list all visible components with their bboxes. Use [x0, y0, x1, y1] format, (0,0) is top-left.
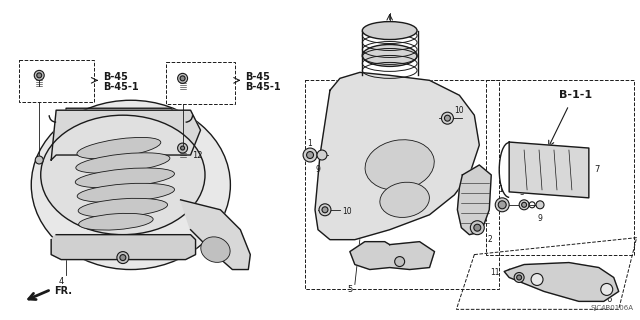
- Text: 8: 8: [396, 31, 401, 40]
- Text: 7: 7: [594, 165, 599, 174]
- Circle shape: [519, 200, 529, 210]
- Circle shape: [319, 204, 331, 216]
- Text: B-45-1: B-45-1: [103, 82, 139, 92]
- Ellipse shape: [362, 22, 417, 40]
- Text: B-45: B-45: [103, 72, 128, 82]
- Circle shape: [514, 273, 524, 283]
- Circle shape: [303, 148, 317, 162]
- Polygon shape: [458, 165, 492, 235]
- Text: 1: 1: [308, 139, 312, 148]
- Text: 9: 9: [316, 165, 321, 174]
- Ellipse shape: [77, 137, 161, 159]
- Text: 5: 5: [348, 285, 353, 294]
- Ellipse shape: [380, 182, 429, 217]
- Polygon shape: [509, 142, 589, 198]
- Text: 12: 12: [193, 150, 203, 160]
- Circle shape: [470, 221, 484, 235]
- Circle shape: [180, 76, 185, 81]
- Polygon shape: [504, 262, 619, 301]
- Circle shape: [322, 207, 328, 213]
- Circle shape: [36, 73, 42, 78]
- Ellipse shape: [78, 198, 168, 217]
- Circle shape: [307, 152, 314, 158]
- Circle shape: [531, 274, 543, 285]
- Circle shape: [522, 202, 527, 207]
- Text: B-45: B-45: [245, 72, 270, 82]
- Text: 9: 9: [538, 214, 543, 223]
- Circle shape: [444, 115, 451, 121]
- Circle shape: [536, 201, 544, 209]
- Circle shape: [498, 201, 506, 209]
- Text: 3: 3: [308, 153, 312, 162]
- Polygon shape: [350, 242, 435, 269]
- Text: FR.: FR.: [54, 286, 72, 296]
- Polygon shape: [51, 110, 200, 160]
- Polygon shape: [315, 72, 479, 240]
- Ellipse shape: [41, 115, 205, 235]
- Text: 2: 2: [487, 235, 492, 244]
- Ellipse shape: [201, 237, 230, 262]
- Circle shape: [317, 150, 327, 160]
- Text: 4: 4: [58, 277, 64, 286]
- Circle shape: [601, 284, 612, 295]
- Circle shape: [474, 224, 481, 231]
- Polygon shape: [180, 200, 250, 269]
- Circle shape: [178, 143, 188, 153]
- Circle shape: [120, 255, 126, 260]
- Ellipse shape: [31, 100, 230, 269]
- Ellipse shape: [77, 183, 175, 203]
- Ellipse shape: [79, 213, 153, 230]
- Ellipse shape: [76, 168, 175, 188]
- Circle shape: [516, 275, 522, 280]
- Text: 10: 10: [454, 106, 464, 115]
- Circle shape: [35, 70, 44, 80]
- Text: B-45-1: B-45-1: [245, 82, 281, 92]
- Circle shape: [35, 156, 44, 164]
- Text: B-1-1: B-1-1: [559, 90, 593, 100]
- Polygon shape: [51, 235, 196, 260]
- Circle shape: [495, 198, 509, 212]
- Text: 1: 1: [498, 185, 502, 194]
- Ellipse shape: [76, 153, 170, 173]
- Ellipse shape: [362, 44, 417, 67]
- Circle shape: [178, 73, 188, 83]
- Text: SJC4B0106A: SJC4B0106A: [591, 305, 634, 311]
- Text: 11: 11: [490, 268, 499, 277]
- Circle shape: [395, 257, 404, 267]
- Circle shape: [117, 252, 129, 264]
- Circle shape: [442, 112, 453, 124]
- Ellipse shape: [365, 140, 435, 190]
- Text: 6: 6: [607, 295, 612, 304]
- Text: 3: 3: [520, 188, 525, 197]
- Text: 10: 10: [342, 207, 351, 216]
- Circle shape: [180, 146, 184, 150]
